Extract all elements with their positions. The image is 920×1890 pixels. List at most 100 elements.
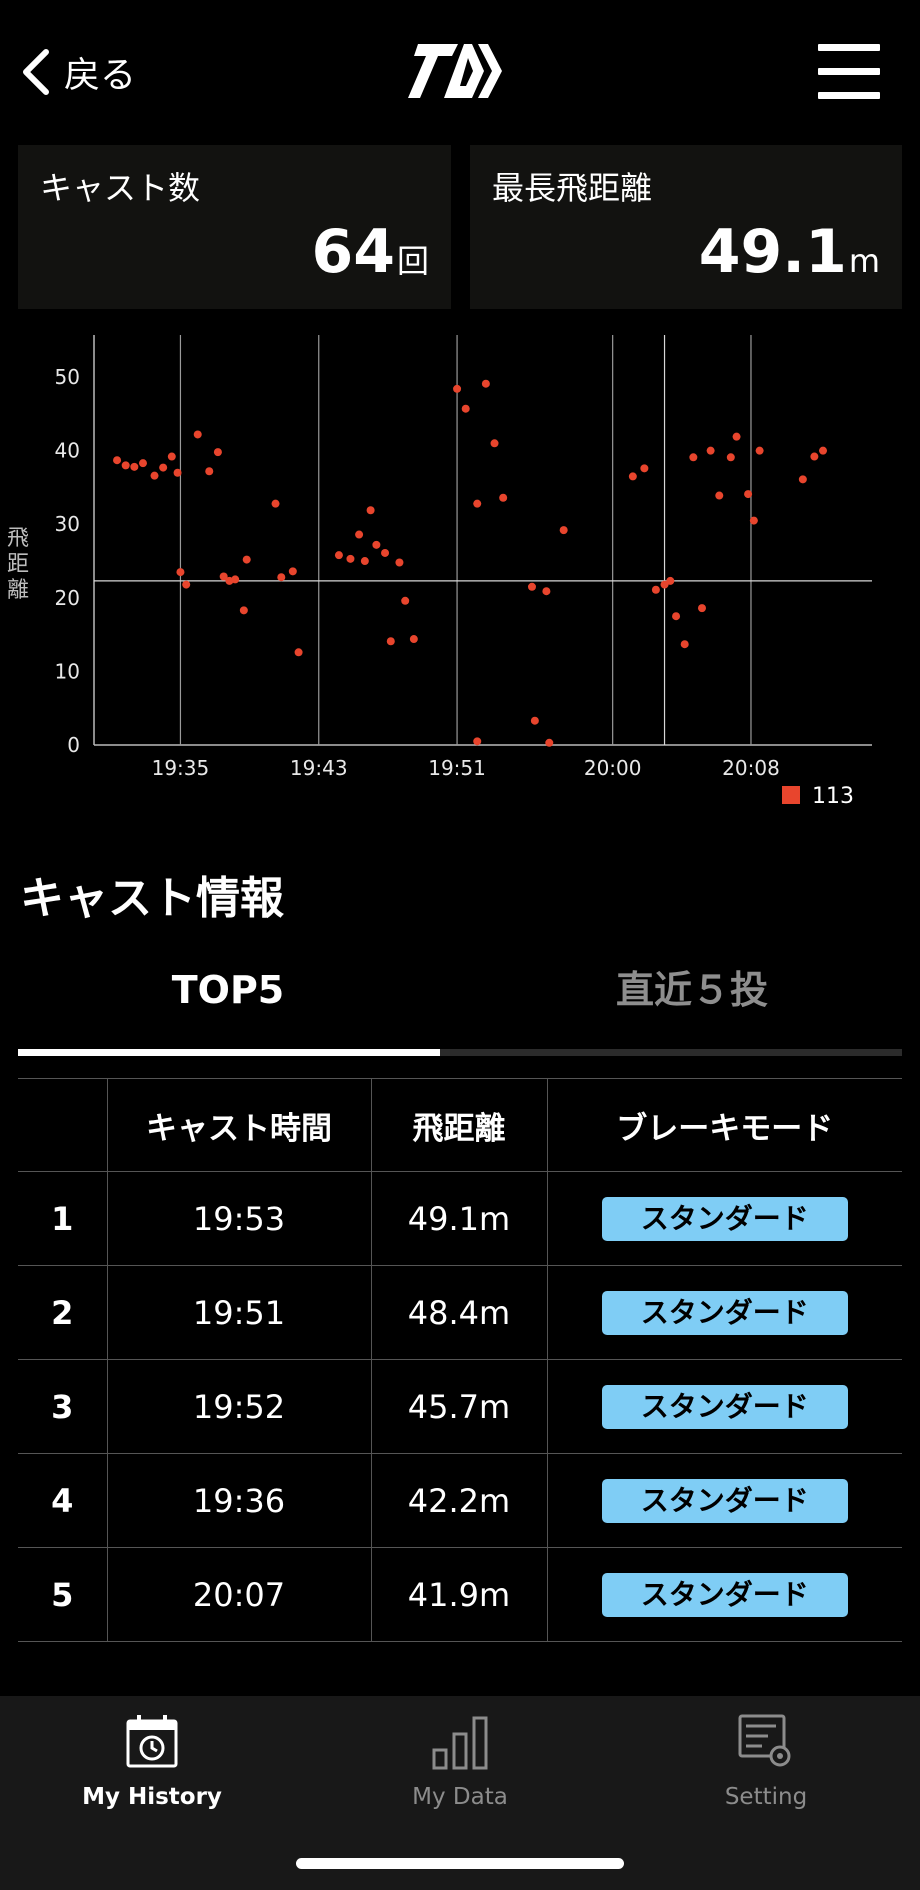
- data-point: [453, 384, 462, 393]
- nav-label: My Data: [412, 1784, 508, 1810]
- data-point: [130, 462, 139, 471]
- row-time: 19:52: [107, 1359, 372, 1454]
- data-point: [242, 555, 251, 564]
- data-point: [173, 468, 182, 477]
- distance-scatter-chart: 19:35 19:43 19:51 20:00 20:08 0 10 20 30 40 50 飛距離 1…: [0, 330, 920, 820]
- bottom-nav: My History My Data Setting: [0, 1696, 920, 1890]
- data-point: [159, 463, 168, 472]
- cast-count-card: キャスト数 64回: [18, 145, 451, 309]
- data-point: [219, 572, 228, 581]
- header-cast-time: キャスト時間: [107, 1078, 372, 1172]
- data-point: [672, 612, 681, 621]
- row-distance: 42.2m: [371, 1453, 548, 1548]
- y-axis-label: 飛距離: [7, 526, 29, 603]
- data-point: [666, 576, 675, 585]
- header-brake-mode: ブレーキモード: [547, 1078, 902, 1172]
- brake-mode-badge: スタンダード: [601, 1572, 848, 1617]
- nav-my-history[interactable]: My History: [32, 1712, 272, 1822]
- home-indicator: [296, 1858, 624, 1869]
- data-point: [366, 506, 375, 515]
- data-point: [213, 448, 222, 457]
- row-mode-cell: スタンダード: [547, 1265, 902, 1360]
- tab-recent5[interactable]: 直近５投: [615, 968, 768, 1012]
- brake-mode-badge: スタンダード: [601, 1196, 848, 1241]
- legend-label: 113: [812, 784, 854, 809]
- row-rank: 1: [18, 1171, 108, 1266]
- data-point: [372, 540, 381, 549]
- data-point: [706, 446, 715, 455]
- row-mode-cell: スタンダード: [547, 1359, 902, 1454]
- data-point: [798, 475, 807, 484]
- data-point: [726, 453, 735, 462]
- data-point: [527, 582, 536, 591]
- data-point: [294, 648, 303, 657]
- data-point: [386, 637, 395, 646]
- data-point: [167, 452, 176, 461]
- data-point: [401, 596, 410, 605]
- data-point: [176, 568, 185, 577]
- brake-mode-badge: スタンダード: [601, 1478, 848, 1523]
- tab-top5[interactable]: TOP5: [171, 968, 285, 1012]
- data-point: [810, 452, 819, 461]
- back-label: 戻る: [64, 55, 137, 96]
- hamburger-menu-icon[interactable]: [818, 44, 880, 100]
- chart-svg: 19:35 19:43 19:51 20:00 20:08 0 10 20 30 40 50 飛距離 1…: [7, 335, 872, 809]
- data-point: [193, 430, 202, 439]
- data-point: [182, 580, 191, 589]
- data-point: [150, 471, 159, 480]
- row-rank: 5: [18, 1547, 108, 1642]
- data-point: [689, 453, 698, 462]
- data-point: [277, 573, 286, 582]
- data-point: [138, 459, 147, 468]
- row-mode-cell: スタンダード: [547, 1453, 902, 1548]
- data-point: [545, 738, 554, 747]
- data-point: [461, 404, 470, 413]
- row-rank: 2: [18, 1265, 108, 1360]
- calendar-history-icon: [126, 1715, 178, 1768]
- back-button[interactable]: 戻る: [18, 44, 136, 100]
- data-point: [651, 585, 660, 594]
- max-distance-number: 49.1: [698, 217, 847, 287]
- tab-track: [18, 1049, 902, 1056]
- data-point: [239, 606, 248, 615]
- data-point: [732, 432, 741, 441]
- data-point: [819, 446, 828, 455]
- chevron-left-icon: [23, 49, 49, 95]
- row-rank: 4: [18, 1453, 108, 1548]
- data-point: [640, 464, 649, 473]
- table-header-row: キャスト時間 飛距離 ブレーキモード: [18, 1078, 902, 1172]
- table-row: 4 19:36 42.2m スタンダード: [18, 1453, 902, 1548]
- row-time: 19:36: [107, 1453, 372, 1548]
- row-time: 19:53: [107, 1171, 372, 1266]
- y-tick-label: 50: [55, 365, 80, 389]
- row-distance: 41.9m: [371, 1547, 548, 1642]
- data-point: [381, 548, 390, 557]
- data-point: [231, 575, 240, 584]
- y-tick-label: 40: [55, 439, 80, 463]
- nav-my-data[interactable]: My Data: [340, 1712, 580, 1822]
- top-bar: 戻る: [0, 0, 920, 140]
- row-rank: 3: [18, 1359, 108, 1454]
- cast-count-label: キャスト数: [40, 169, 201, 207]
- data-point: [481, 379, 490, 388]
- y-tick-label: 10: [55, 659, 80, 683]
- row-time: 19:51: [107, 1265, 372, 1360]
- row-mode-cell: スタンダード: [547, 1171, 902, 1266]
- row-distance: 45.7m: [371, 1359, 548, 1454]
- data-point: [355, 530, 364, 539]
- header-rank: [18, 1078, 108, 1172]
- x-tick-label: 19:43: [290, 756, 348, 780]
- row-mode-cell: スタンダード: [547, 1547, 902, 1642]
- nav-setting[interactable]: Setting: [646, 1712, 886, 1822]
- tab-bar: TOP5 直近５投: [18, 950, 902, 1058]
- data-point: [360, 557, 369, 566]
- x-tick-label: 19:51: [428, 756, 486, 780]
- x-tick-label: 19:35: [152, 756, 210, 780]
- y-tick-label: 0: [67, 733, 80, 757]
- data-point: [334, 551, 343, 560]
- data-point: [346, 554, 355, 563]
- cast-table: キャスト時間 飛距離 ブレーキモード 1 19:53 49.1m スタンダード …: [18, 1078, 902, 1642]
- max-distance-card: 最長飛距離 49.1m: [470, 145, 902, 309]
- table-row: 5 20:07 41.9m スタンダード: [18, 1547, 902, 1642]
- brake-mode-badge: スタンダード: [601, 1290, 848, 1335]
